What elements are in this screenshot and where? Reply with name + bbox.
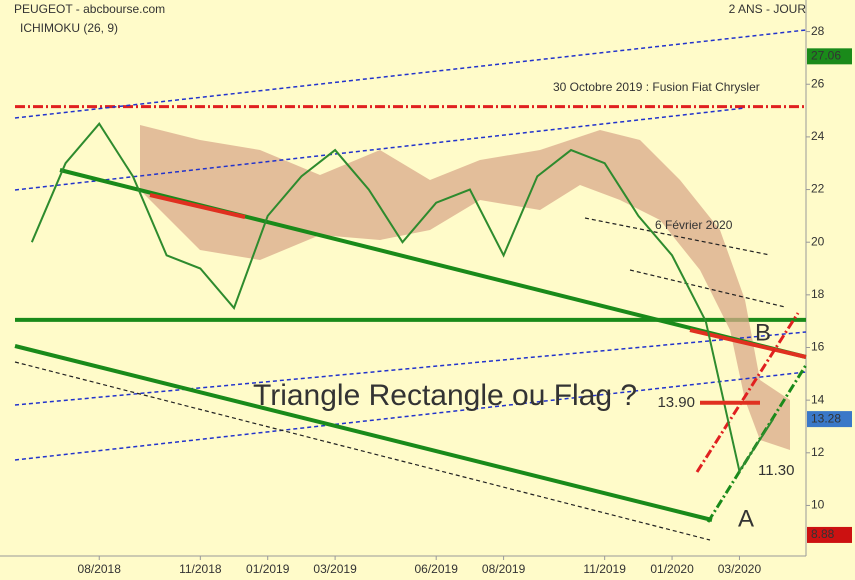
trend-line [629,269,786,308]
price-line [30,122,774,474]
price-box-label: 8.88 [811,527,835,541]
price-box [807,411,852,428]
x-tick-label: 11/2019 [583,562,626,576]
level-label: 11.30 [758,462,794,479]
support-line [14,361,711,541]
x-tick-label: 08/2018 [78,562,122,576]
indicator-label: ICHIMOKU (26, 9) [20,21,118,35]
x-tick-label: 08/2019 [482,562,526,576]
level-label: 13.90 [657,394,695,411]
trend-line-red [149,193,246,219]
channel-line [14,107,746,191]
y-tick-label: 20 [811,234,825,248]
price-box [807,526,852,543]
triangle-line [695,312,800,473]
price-box-label: 27.06 [811,49,841,63]
x-tick-label: 03/2020 [718,562,762,576]
y-tick-label: 10 [811,498,825,512]
y-tick-label: 28 [811,24,825,38]
y-tick-label: 14 [811,392,825,406]
x-tick-label: 01/2019 [246,562,290,576]
annotation: 30 Octobre 2019 : Fusion Fiat Chrysler [553,80,760,94]
price-box [807,48,852,65]
ichimoku-cloud [140,125,790,450]
chart-title: PEUGEOT - abcbourse.com [14,2,165,16]
x-tick-label: 01/2020 [650,562,694,576]
trend-line [584,217,771,256]
annotation: A [738,505,754,532]
annotation: 6 Février 2020 [655,218,733,232]
y-tick-label: 12 [811,445,825,459]
y-tick-label: 22 [811,182,825,196]
channel-line [14,331,807,406]
y-tick-label: 16 [811,340,825,354]
annotation: Triangle Rectangle ou Flag ? [253,379,637,412]
y-tick-label: 24 [811,129,825,143]
price-box-label: 13.28 [811,411,841,425]
x-tick-label: 03/2019 [313,562,357,576]
y-tick-label: 18 [811,287,825,301]
annotation: B [755,319,771,346]
x-tick-label: 06/2019 [415,562,459,576]
y-tick-label: 26 [811,76,825,90]
subtitle: 2 ANS - JOUR [729,2,807,16]
x-tick-label: 11/2018 [179,562,222,576]
trend-line-green [14,344,713,522]
